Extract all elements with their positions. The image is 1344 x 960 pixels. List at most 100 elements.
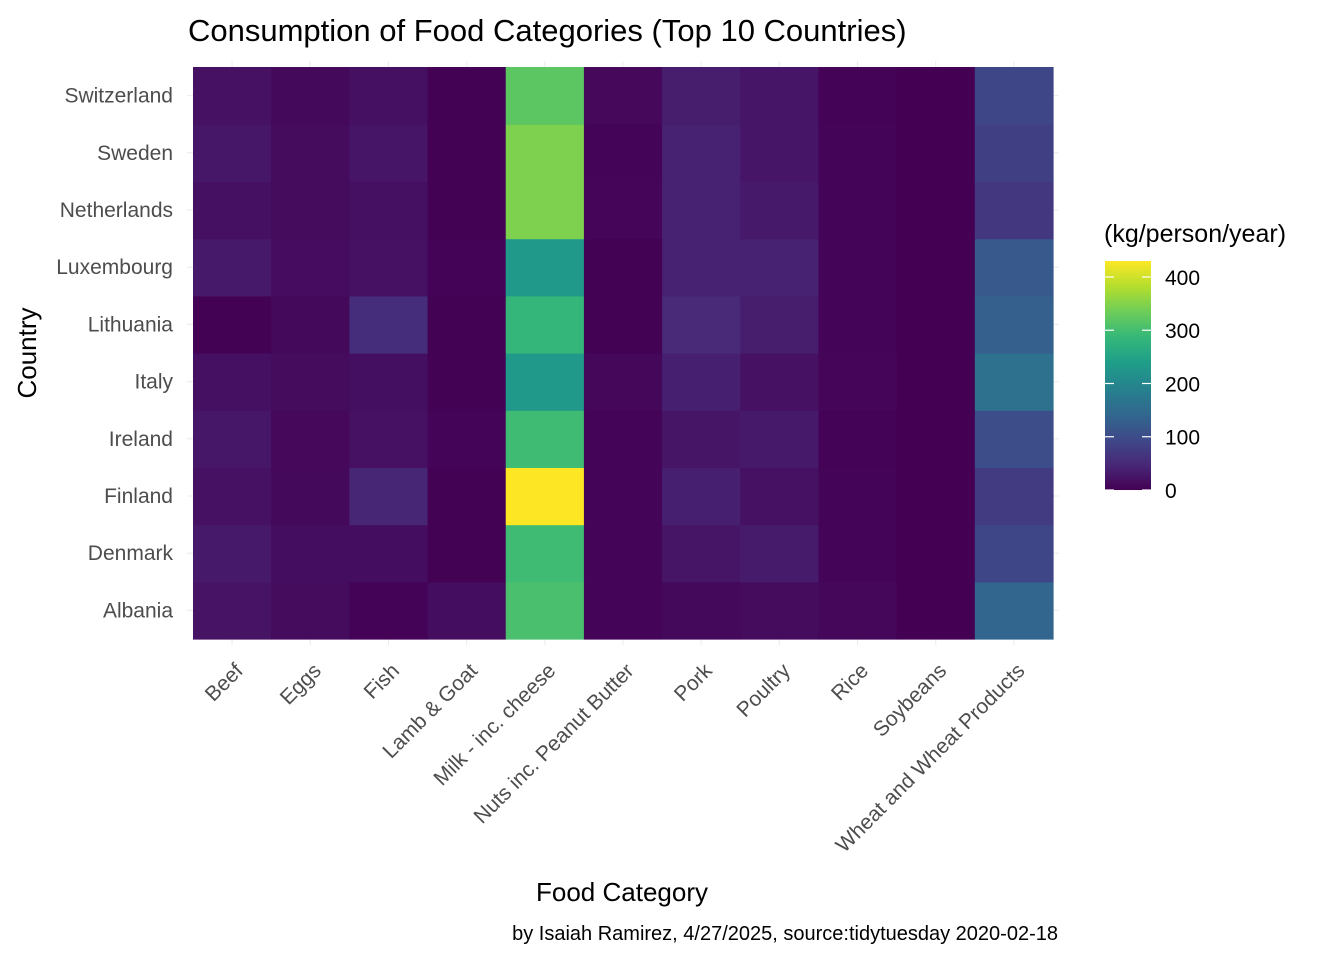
heatmap-cell: [193, 124, 272, 182]
heatmap-cell: [349, 181, 429, 240]
heatmap-cell: [271, 581, 350, 640]
legend-title: (kg/person/year): [1104, 220, 1286, 248]
heatmap-cell: [974, 410, 1054, 468]
heatmap-cell: [271, 295, 350, 354]
heatmap-cell: [349, 353, 429, 411]
heatmap-cell: [505, 295, 585, 354]
chart-title: Consumption of Food Categories (Top 10 C…: [188, 13, 907, 48]
heatmap-cell: [583, 410, 663, 468]
heatmap-cell: [505, 124, 585, 182]
heatmap-cell: [193, 353, 272, 411]
heatmap-cell: [427, 181, 507, 240]
heatmap-cell: [818, 295, 898, 354]
heatmap-cell: [349, 581, 429, 640]
heatmap-cells: [193, 67, 1054, 640]
x-tick-label: Poultry: [732, 659, 795, 722]
heatmap-cell: [427, 467, 507, 526]
heatmap-cell: [271, 238, 350, 297]
y-tick-label: Ireland: [109, 428, 173, 451]
chart-caption: by Isaiah Ramirez, 4/27/2025, source:tid…: [512, 923, 1058, 945]
heatmap-cell: [349, 238, 429, 297]
legend-tick-label: 100: [1165, 427, 1200, 450]
legend-tick-label: 200: [1165, 373, 1200, 396]
heatmap-cell: [349, 67, 429, 125]
heatmap-cell: [896, 181, 976, 240]
heatmap-cell: [662, 295, 741, 354]
legend-tick-label: 400: [1165, 267, 1200, 290]
x-tick-label: Eggs: [276, 659, 326, 709]
heatmap-cell: [427, 124, 507, 182]
y-tick-label: Finland: [104, 485, 173, 508]
heatmap-cell: [974, 524, 1054, 583]
heatmap-cell: [740, 410, 820, 468]
x-tick-label: Pork: [670, 659, 717, 706]
heatmap-cell: [583, 67, 663, 125]
legend-tick-label: 300: [1165, 320, 1200, 343]
heatmap-cell: [818, 467, 898, 526]
x-tick-label: Beef: [201, 659, 248, 706]
legend-colorbar: [1105, 261, 1151, 490]
heatmap-cell: [740, 524, 820, 583]
heatmap-cell: [818, 67, 898, 125]
heatmap-cell: [271, 410, 350, 468]
heatmap-cell: [505, 410, 585, 468]
y-tick-label: Switzerland: [64, 85, 173, 108]
heatmap-cell: [271, 67, 350, 125]
heatmap-cell: [662, 524, 741, 583]
heatmap-cell: [505, 524, 585, 583]
heatmap-cell: [896, 353, 976, 411]
heatmap-cell: [505, 353, 585, 411]
heatmap-cell: [818, 181, 898, 240]
heatmap-cell: [662, 67, 741, 125]
heatmap-cell: [974, 467, 1054, 526]
heatmap-cell: [583, 238, 663, 297]
heatmap-cell: [349, 467, 429, 526]
heatmap-cell: [193, 295, 272, 354]
y-tick-label: Luxembourg: [56, 256, 173, 279]
x-tick-label: Fish: [360, 659, 404, 703]
heatmap-cell: [662, 181, 741, 240]
legend-tick-label: 0: [1165, 480, 1177, 503]
heatmap-cell: [662, 581, 741, 640]
heatmap-cell: [662, 238, 741, 297]
heatmap-cell: [427, 295, 507, 354]
heatmap-cell: [740, 181, 820, 240]
heatmap-cell: [818, 124, 898, 182]
y-tick-label: Italy: [134, 371, 173, 394]
heatmap-cell: [974, 353, 1054, 411]
heatmap-cell: [896, 67, 976, 125]
heatmap-cell: [505, 238, 585, 297]
heatmap-cell: [583, 581, 663, 640]
x-tick-label: Nuts inc. Peanut Butter: [470, 659, 639, 828]
heatmap-cell: [271, 353, 350, 411]
heatmap-cell: [740, 581, 820, 640]
heatmap-cell: [662, 467, 741, 526]
heatmap-cell: [662, 353, 741, 411]
heatmap-cell: [193, 524, 272, 583]
heatmap-cell: [271, 467, 350, 526]
y-tick-label: Lithuania: [88, 313, 174, 336]
y-tick-label: Sweden: [97, 142, 173, 165]
color-legend: (kg/person/year) 0 100 200 300 400: [1104, 220, 1286, 503]
heatmap-cell: [427, 353, 507, 411]
heatmap-cell: [818, 353, 898, 411]
heatmap-cell: [583, 295, 663, 354]
heatmap-cell: [740, 467, 820, 526]
heatmap-cell: [740, 353, 820, 411]
heatmap-cell: [349, 524, 429, 583]
heatmap-cell: [193, 581, 272, 640]
heatmap-cell: [505, 67, 585, 125]
heatmap-cell: [974, 67, 1054, 125]
x-tick-label: Rice: [827, 659, 873, 705]
heatmap-cell: [427, 410, 507, 468]
heatmap-cell: [740, 295, 820, 354]
heatmap-cell: [896, 467, 976, 526]
y-tick-label: Denmark: [88, 542, 174, 565]
heatmap-cell: [818, 238, 898, 297]
heatmap-cell: [896, 295, 976, 354]
heatmap-cell: [427, 581, 507, 640]
y-axis-title: Country: [12, 307, 42, 398]
heatmap-cell: [349, 410, 429, 468]
heatmap-cell: [896, 581, 976, 640]
heatmap-cell: [193, 181, 272, 240]
